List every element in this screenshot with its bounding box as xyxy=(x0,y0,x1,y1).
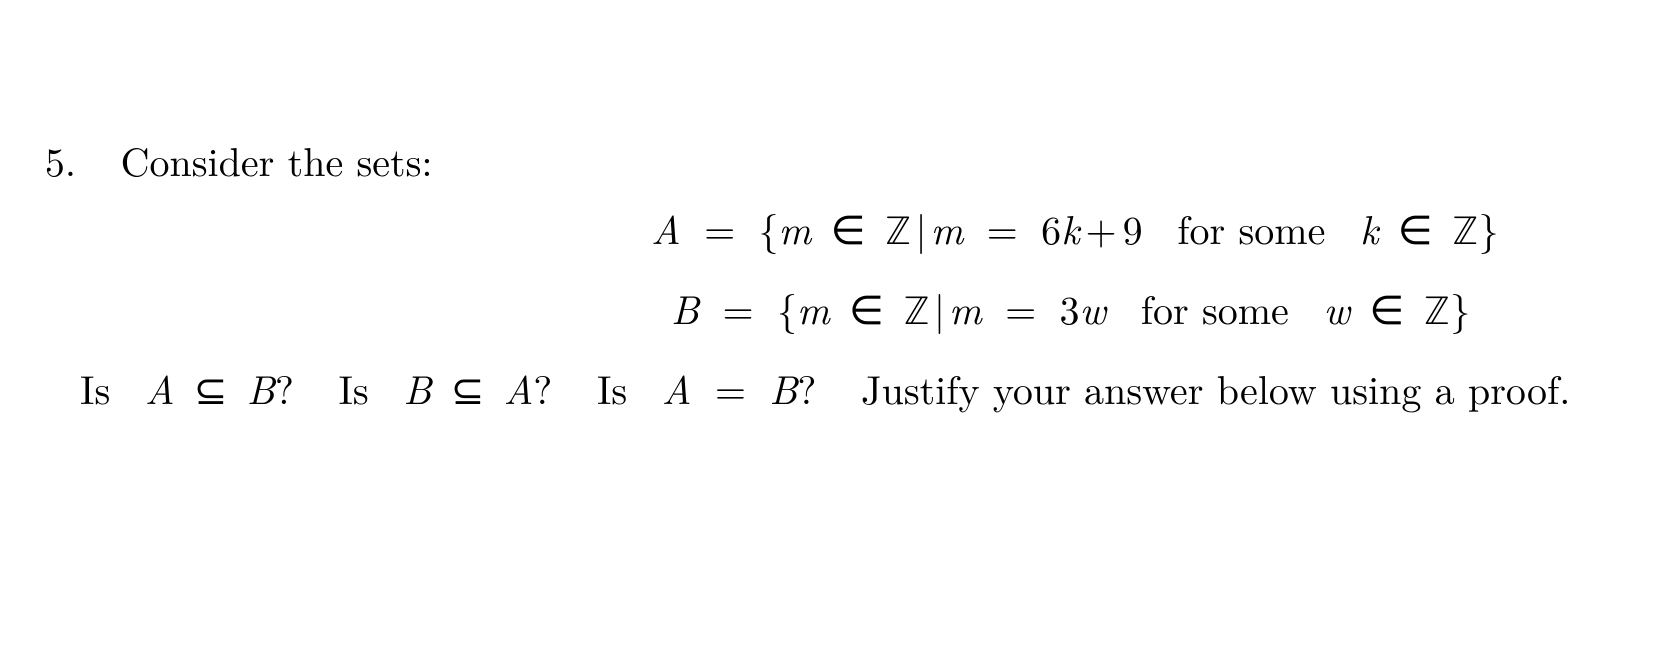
equation-b: B = {m ∈ ℤ|m = 3w for some w ∈ ℤ} xyxy=(24,288,1624,346)
equation-a: A = {m ∈ ℤ|m = 6k+9 for some k ∈ ℤ} xyxy=(24,208,1624,266)
intro-line: 5. Consider the sets: xyxy=(24,140,1624,180)
eqB-rhs: 3w xyxy=(1060,279,1107,336)
intro-text: Consider the sets: xyxy=(121,131,433,188)
problem-number: 5. xyxy=(24,140,76,180)
eqB-lhs: B xyxy=(671,279,699,336)
eqA-lhs: A xyxy=(651,199,681,256)
problem-5: 5. Consider the sets: A = {m ∈ ℤ|m = 6k+… xyxy=(24,140,1624,408)
eqA-rhs: 6k+9 xyxy=(1041,199,1143,256)
question-line: Is A ⊆ B? Is B ⊆ A? Is A = B? Justify yo… xyxy=(24,368,1624,408)
page: 5. Consider the sets: A = {m ∈ ℤ|m = 6k+… xyxy=(0,0,1654,660)
question-tail: Justify your answer below using a proof. xyxy=(861,359,1570,416)
